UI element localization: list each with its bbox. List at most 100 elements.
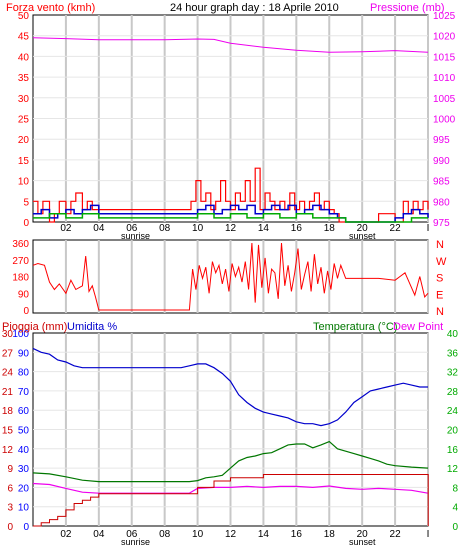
x-tick-label: 06 [126,529,138,540]
humidity-axis-title: Umidita % [67,321,117,333]
humidity-tick-label: 60 [18,406,30,417]
temperature-axis-title: Temperatura (°C) [313,321,397,333]
rain-tick-label: 9 [7,464,13,475]
x-tick-label: 14 [258,529,270,540]
wind-tick-label: 10 [18,177,30,188]
pressure-tick-label: 1010 [433,73,456,84]
pressure-tick-label: 975 [433,218,450,229]
pressure-tick-label: 995 [433,135,450,146]
temperature-tick-label: 0 [452,522,458,533]
temperature-tick-label: 20 [447,426,459,437]
humidity-tick-label: 90 [18,348,30,359]
chart-title: 24 hour graph day : 18 Aprile 2010 [170,2,339,14]
x-tick-label: 14 [258,223,270,234]
x-tick-label: 02 [60,223,72,234]
sunrise-label-top: sunrise [121,231,150,241]
direction-series [32,242,429,311]
wind-grid [33,15,429,222]
wind-tick-label: 0 [23,218,29,229]
compass-label: E [436,289,443,301]
x-tick-label: 06 [126,223,138,234]
wind-axis-title: Forza vento (kmh) [6,2,95,14]
compass-label: N [436,239,444,251]
humidity-tick-label: 100 [12,329,29,340]
rain-tick-label: 27 [2,348,14,359]
direction-tick-label: 180 [12,273,29,284]
rain-tick-label: 21 [2,387,14,398]
direction-tick-label: 0 [23,306,29,317]
compass-label: N [436,306,444,318]
humidity-tick-label: 70 [18,387,30,398]
sunset-label-bottom: sunset [349,537,376,547]
humidity-tick-label: 30 [18,464,30,475]
x-tick-label: 18 [324,529,336,540]
wind-tick-label: 50 [18,11,30,22]
temperature-tick-label: 32 [447,368,459,379]
x-tick-label: 16 [291,223,303,234]
temperature-tick-label: 8 [452,483,458,494]
x-tick-label: 20 [357,529,369,540]
pressure-axis-title: Pressione (mb) [370,2,445,14]
x-tick-label: I [427,223,430,234]
wind-axis-ticks: 0 5 10 15 20 25 30 35 40 45 50 [18,11,30,229]
direction-axis-ticks: 0 90 180 270 360 [12,239,29,317]
temperature-tick-label: 36 [447,348,459,359]
wind-tick-label: 15 [18,156,30,167]
rain-tick-label: 24 [2,368,14,379]
pressure-tick-label: 1020 [433,32,456,43]
humidity-tick-label: 20 [18,483,30,494]
avg-line [33,212,428,223]
temperature-tick-label: 16 [447,445,459,456]
wind-tick-label: 25 [18,115,30,126]
dewpoint-line [32,482,429,494]
temperature-tick-label: 24 [447,406,459,417]
pressure-tick-label: 1005 [433,94,456,105]
rain-tick-label: 0 [7,522,13,533]
rain-tick-label: 6 [7,483,13,494]
x-tick-label: 08 [159,529,171,540]
wind-tick-label: 20 [18,135,30,146]
rain-tick-label: 3 [7,503,13,514]
compass-label: S [436,273,443,285]
pressure-tick-label: 1025 [433,11,456,22]
rain-axis-ticks: 0 3 6 9 12 15 18 21 24 27 30 [2,329,14,533]
wind-x-ticks: 02 04 06 08 10 12 14 16 18 20 22 I [60,223,429,234]
x-tick-label: 10 [192,529,204,540]
rain-axis-title: Pioggia (mm) [2,321,67,333]
wind-series [32,37,429,223]
temperature-tick-label: 28 [447,387,459,398]
humidity-tick-label: 80 [18,368,30,379]
humidity-tick-label: 40 [18,445,30,456]
humidity-axis-ticks: 0 10 20 30 40 50 60 70 80 90 100 [12,329,29,533]
x-tick-label: 22 [390,223,402,234]
pressure-tick-label: 1000 [433,115,456,126]
wind-line [33,167,429,223]
x-tick-label: 20 [357,223,369,234]
humidity-tick-label: 10 [18,503,30,514]
x-tick-label: 16 [291,529,303,540]
wind-tick-label: 5 [23,197,29,208]
rain-tick-label: 15 [2,426,14,437]
humidity-x-ticks: 02 04 06 08 10 12 14 16 18 20 22 I [60,529,429,540]
rain-tick-label: 12 [2,445,14,456]
wind-tick-label: 30 [18,94,30,105]
wind-tick-label: 45 [18,32,30,43]
x-tick-label: 04 [93,223,105,234]
x-tick-label: 04 [93,529,105,540]
rain-tick-label: 18 [2,406,14,417]
sunrise-label-bottom: sunrise [121,537,150,547]
pressure-line [32,37,429,53]
humidity-series [32,347,429,527]
pressure-tick-label: 980 [433,197,450,208]
temperature-axis-ticks: 0 4 8 12 16 20 24 28 32 36 40 [447,329,459,533]
humidity-tick-label: 50 [18,426,30,437]
wind-tick-label: 40 [18,52,30,63]
rain-line [33,474,429,527]
x-tick-label: 08 [159,223,171,234]
pressure-tick-label: 990 [433,156,450,167]
